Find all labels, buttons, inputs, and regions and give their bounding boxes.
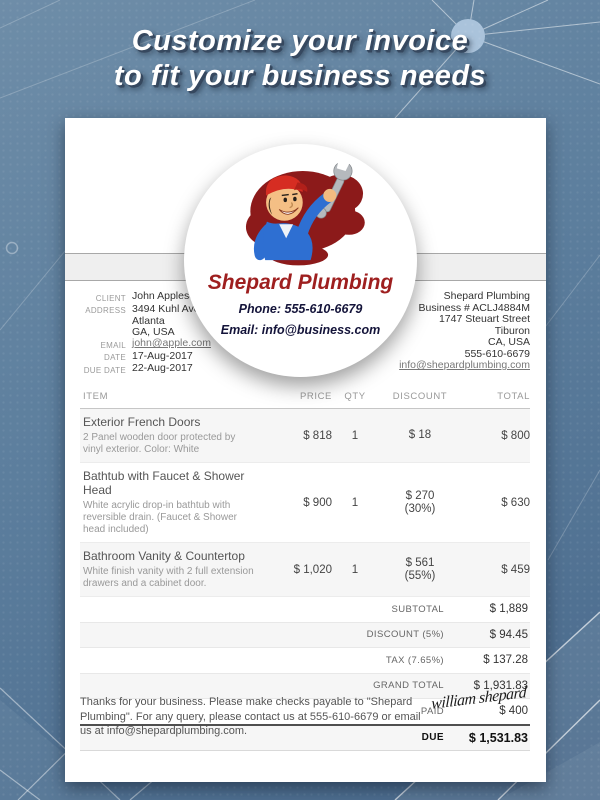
item-total: $ 800 (501, 429, 530, 442)
hand (322, 188, 336, 203)
subtotal-row: SUBTOTAL $ 1,889 (80, 597, 530, 622)
paid-value: $ 400 (499, 705, 528, 718)
business-street: 1747 Steuart Street (438, 313, 530, 325)
field-label: DATE (104, 353, 126, 362)
paid-label: PAID (420, 705, 444, 717)
item-qty: 1 (351, 429, 359, 442)
subtotal-value: $ 1,889 (489, 603, 528, 616)
promo-headline: Customize your invoice to fit your busin… (0, 24, 600, 94)
plumber-cartoon (245, 159, 365, 266)
company-logo-badge: Shepard Plumbing Phone: 555-610-6679 Ema… (184, 144, 417, 377)
item-name: Exterior French Doors (83, 415, 201, 429)
cap-brim (293, 182, 307, 192)
client-row: EMAIL john@apple.com (80, 338, 217, 351)
field-label: CLIENT (95, 293, 126, 303)
client-row: GA, USA (80, 327, 217, 338)
item-discount: $ 561 (405, 556, 435, 569)
smile (278, 207, 299, 215)
client-row: Atlanta (80, 316, 217, 327)
client-row: ADDRESS 3494 Kuhl Avenue (80, 302, 218, 317)
business-phone: 555-610-6679 (464, 347, 530, 360)
col-item-header: ITEM (83, 391, 109, 402)
item-description: White finish vanity with 2 full extensio… (83, 566, 254, 589)
col-total-header: TOTAL (497, 391, 530, 402)
headline-line2: to fit your business needs (113, 60, 487, 92)
client-row: CLIENT John Appleseed (80, 291, 217, 304)
discount-value: $ 94.45 (489, 628, 528, 641)
business-email-link[interactable]: info@shepardplumbing.com (399, 359, 530, 371)
item-discount: $ 270 (405, 489, 435, 502)
client-name: John Appleseed (132, 290, 207, 302)
col-discount-header: DISCOUNT (392, 391, 448, 402)
discount-row: DISCOUNT (5%) $ 94.45 (80, 621, 530, 647)
client-email-link[interactable]: john@apple.com (132, 337, 211, 349)
tax-value: $ 137.28 (483, 654, 528, 667)
red-cap (265, 175, 303, 196)
item-price: $ 900 (303, 496, 332, 509)
sideburn (268, 197, 272, 215)
grand-total-row: GRAND TOTAL $ 1,931.83 (80, 672, 530, 698)
item-total: $ 459 (501, 563, 530, 576)
item-price: $ 1,020 (293, 563, 332, 576)
line-items-table: ITEM PRICE QTY DISCOUNT TOTAL Exterior F… (80, 386, 530, 751)
wrench-notch (336, 159, 350, 172)
logo-email: Email: info@business.com (220, 323, 381, 337)
due-label: DUE (421, 732, 444, 744)
invoice-due-date: 22-Aug-2017 (132, 362, 193, 374)
grand-total-value: $ 1,931.83 (473, 679, 528, 692)
item-price: $ 818 (303, 429, 332, 442)
col-price-header: PRICE (299, 391, 332, 402)
field-label (80, 316, 126, 327)
due-row: DUE $ 1,531.83 (80, 723, 530, 751)
business-info-block: Shepard Plumbing Business # ACLJ4884M 17… (399, 290, 530, 372)
item-discount: $ 18 (408, 429, 432, 441)
paid-row: PAID $ 400 (80, 698, 530, 724)
item-discount-pct: (55%) (404, 569, 436, 582)
table-row: Bathroom Vanity & Countertop White finis… (80, 543, 530, 597)
item-qty: 1 (351, 496, 359, 509)
field-label: ADDRESS (85, 306, 126, 315)
logo-phone: Phone: 555-610-6679 (238, 302, 363, 316)
network-node-circle (451, 19, 485, 53)
invoice-paper: Shepard Plumbing Phone: 555-610-6679 Ema… (65, 118, 546, 782)
item-discount-pct: (30%) (404, 502, 436, 515)
due-value: $ 1,531.83 (468, 730, 528, 745)
grand-total-label: GRAND TOTAL (373, 680, 444, 692)
client-address-line: Atlanta (132, 315, 165, 327)
collar (278, 224, 293, 239)
tax-label: TAX (7.65%) (385, 654, 444, 666)
client-address-line: 3494 Kuhl Avenue (132, 302, 218, 315)
business-city: Tiburon (494, 324, 530, 337)
field-label (80, 327, 126, 338)
tax-row: TAX (7.65%) $ 137.28 (80, 647, 530, 673)
item-name: Bathroom Vanity & Countertop (83, 549, 245, 563)
invoice-footer-note: Thanks for your business. Please make ch… (80, 696, 421, 737)
client-info-block: CLIENT John Appleseed ADDRESS 3494 Kuhl … (80, 291, 217, 376)
torso (262, 221, 313, 261)
col-qty-header: QTY (344, 391, 366, 402)
nose (288, 202, 293, 209)
table-header-row: ITEM PRICE QTY DISCOUNT TOTAL (80, 386, 530, 409)
business-name: Shepard Plumbing (443, 290, 530, 302)
field-label: DUE DATE (83, 365, 126, 375)
invoice-date: 17-Aug-2017 (132, 349, 193, 362)
client-row: DATE 17-Aug-2017 (80, 349, 217, 364)
subtotal-label: SUBTOTAL (391, 603, 444, 615)
headline-line1: Customize your invoice (131, 25, 469, 57)
business-number: Business # ACLJ4884M (418, 301, 530, 314)
item-description: 2 Panel wooden door protected by vinyl e… (83, 432, 236, 455)
table-row: Bathtub with Faucet & Shower Head White … (80, 463, 530, 543)
field-label: EMAIL (100, 340, 126, 350)
business-state: CA, USA (487, 336, 530, 348)
item-qty: 1 (351, 563, 359, 576)
table-row: Exterior French Doors 2 Panel wooden doo… (80, 409, 530, 463)
item-total: $ 630 (501, 496, 530, 509)
client-row: DUE DATE 22-Aug-2017 (80, 363, 217, 376)
client-address-line: GA, USA (132, 326, 175, 338)
item-description: White acrylic drop-in bathtub with rever… (83, 500, 237, 535)
item-name: Bathtub with Faucet & Shower Head (83, 469, 245, 497)
discount-label: DISCOUNT (5%) (366, 629, 444, 641)
logo-company-name: Shepard Plumbing (207, 271, 394, 294)
